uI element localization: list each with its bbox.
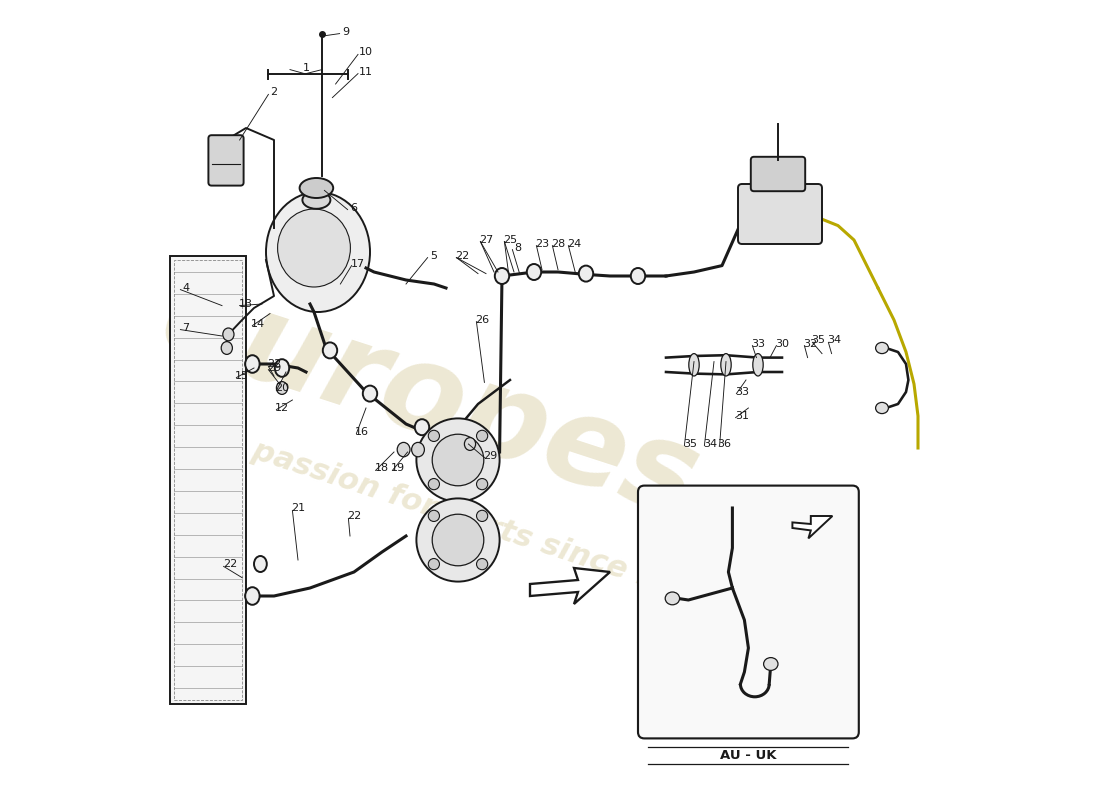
Circle shape	[417, 418, 499, 502]
Ellipse shape	[763, 658, 778, 670]
Bar	[170, 256, 246, 704]
Text: 10: 10	[359, 47, 373, 57]
Circle shape	[476, 430, 487, 442]
Bar	[174, 260, 242, 700]
Ellipse shape	[245, 355, 260, 373]
Text: 16: 16	[355, 427, 368, 437]
Ellipse shape	[689, 354, 700, 376]
Text: 6: 6	[351, 203, 358, 213]
Circle shape	[432, 514, 484, 566]
Text: 22: 22	[267, 359, 282, 369]
FancyBboxPatch shape	[738, 184, 822, 244]
Text: a passion for parts since 1985: a passion for parts since 1985	[219, 426, 722, 614]
Text: 26: 26	[475, 315, 490, 325]
Text: 19: 19	[390, 463, 405, 473]
Ellipse shape	[275, 359, 289, 377]
Ellipse shape	[527, 264, 541, 280]
Text: 34: 34	[703, 439, 717, 449]
Ellipse shape	[720, 354, 732, 376]
Ellipse shape	[221, 342, 232, 354]
Circle shape	[428, 558, 440, 570]
Text: 33: 33	[735, 387, 749, 397]
Ellipse shape	[245, 587, 260, 605]
Ellipse shape	[464, 438, 475, 450]
Ellipse shape	[411, 442, 425, 457]
Text: 31: 31	[735, 411, 749, 421]
Text: 14: 14	[251, 319, 265, 329]
Text: 22: 22	[455, 251, 469, 261]
Circle shape	[476, 478, 487, 490]
Text: 32: 32	[803, 339, 817, 349]
Text: 18: 18	[375, 463, 389, 473]
Text: 28: 28	[551, 239, 565, 249]
Text: 35: 35	[683, 439, 697, 449]
Text: 15: 15	[235, 371, 249, 381]
Text: 36: 36	[717, 439, 732, 449]
Ellipse shape	[415, 419, 429, 435]
FancyBboxPatch shape	[751, 157, 805, 191]
Text: 22: 22	[223, 559, 238, 569]
Text: 33: 33	[751, 339, 764, 349]
Text: 23: 23	[535, 239, 549, 249]
Ellipse shape	[299, 178, 333, 198]
Text: 20: 20	[275, 383, 289, 393]
Ellipse shape	[266, 192, 370, 312]
Text: 21: 21	[290, 503, 305, 513]
Circle shape	[476, 558, 487, 570]
Ellipse shape	[277, 209, 351, 287]
Ellipse shape	[666, 592, 680, 605]
Circle shape	[428, 478, 440, 490]
Circle shape	[428, 510, 440, 522]
Ellipse shape	[322, 342, 338, 358]
Text: 25: 25	[503, 235, 517, 245]
Ellipse shape	[254, 556, 267, 572]
FancyBboxPatch shape	[638, 486, 859, 738]
Text: 34: 34	[827, 335, 842, 345]
Text: 1: 1	[302, 63, 309, 73]
Circle shape	[417, 498, 499, 582]
Ellipse shape	[876, 402, 889, 414]
Text: 2: 2	[271, 87, 277, 97]
Text: 11: 11	[359, 67, 373, 77]
Ellipse shape	[276, 382, 287, 394]
Text: 29: 29	[483, 451, 497, 461]
Text: 24: 24	[566, 239, 581, 249]
Ellipse shape	[397, 442, 410, 457]
Ellipse shape	[495, 268, 509, 284]
Text: 5: 5	[430, 251, 438, 261]
Text: 9: 9	[342, 27, 350, 37]
Ellipse shape	[876, 342, 889, 354]
Text: 17: 17	[351, 259, 365, 269]
Polygon shape	[792, 516, 833, 538]
Text: 8: 8	[515, 243, 521, 253]
Text: AU - UK: AU - UK	[720, 749, 777, 762]
Ellipse shape	[630, 268, 646, 284]
Text: 22: 22	[346, 511, 361, 521]
Circle shape	[432, 434, 484, 486]
Text: 27: 27	[478, 235, 493, 245]
Ellipse shape	[752, 354, 763, 376]
Text: 30: 30	[776, 339, 789, 349]
Circle shape	[476, 510, 487, 522]
Text: 13: 13	[239, 299, 253, 309]
Ellipse shape	[363, 386, 377, 402]
Ellipse shape	[223, 328, 234, 341]
Text: 12: 12	[275, 403, 289, 413]
FancyBboxPatch shape	[208, 135, 243, 186]
Text: 35: 35	[811, 335, 825, 345]
Text: europes: europes	[147, 258, 713, 542]
Circle shape	[428, 430, 440, 442]
Ellipse shape	[579, 266, 593, 282]
Polygon shape	[530, 568, 610, 604]
Text: 4: 4	[183, 283, 189, 293]
Text: 29: 29	[267, 363, 282, 373]
Ellipse shape	[302, 191, 330, 209]
Text: 7: 7	[183, 323, 189, 333]
